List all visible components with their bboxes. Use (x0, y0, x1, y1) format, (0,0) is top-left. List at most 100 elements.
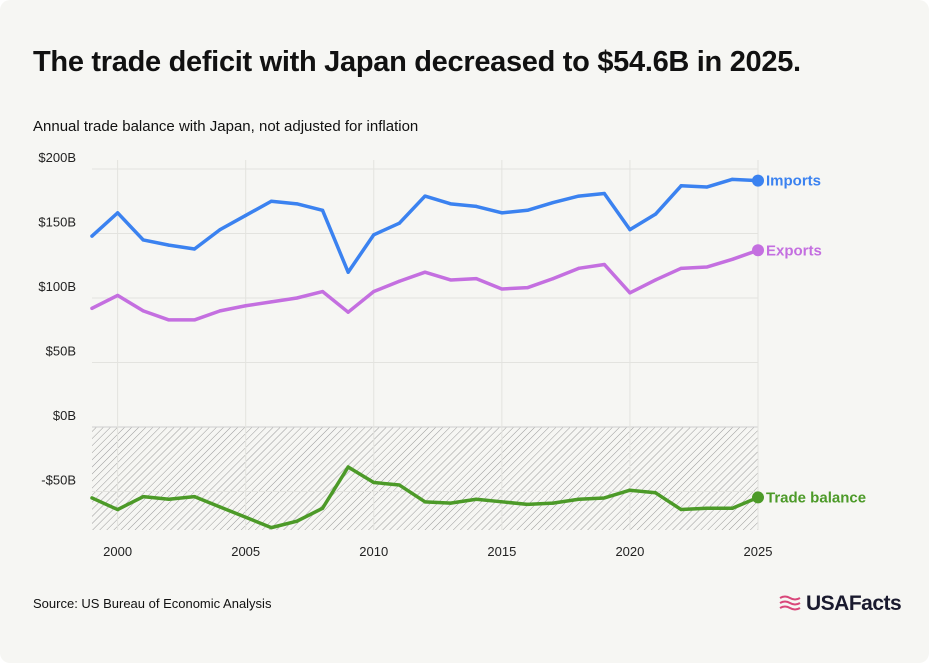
y-tick-label: $50B (46, 344, 76, 359)
data-point (372, 233, 376, 237)
data-point (244, 304, 248, 308)
data-point (525, 208, 530, 212)
data-point (730, 506, 734, 510)
data-point (474, 497, 478, 501)
series-line-imports (90, 177, 760, 274)
series-label: Trade balance (766, 489, 866, 506)
data-point (705, 265, 709, 269)
y-tick-label: $150B (38, 215, 76, 230)
data-point (90, 306, 94, 310)
data-point (423, 270, 427, 274)
data-point (397, 221, 401, 225)
data-point (705, 185, 709, 189)
data-point (602, 191, 606, 196)
data-point (577, 266, 581, 270)
x-tick-label: 2010 (359, 544, 388, 559)
data-point (269, 526, 273, 530)
data-point (320, 506, 325, 510)
data-point (730, 177, 734, 181)
data-point (269, 199, 273, 203)
data-point (320, 289, 325, 294)
data-point (500, 287, 504, 291)
data-point (602, 262, 606, 267)
data-point (628, 291, 632, 295)
series-end-marker (752, 244, 764, 257)
data-point (218, 228, 222, 232)
data-point (218, 505, 222, 509)
data-point (525, 502, 530, 506)
data-point (551, 200, 555, 205)
data-point (90, 234, 94, 238)
y-tick-label: $200B (38, 150, 76, 165)
data-point (628, 228, 632, 232)
data-point (653, 278, 658, 282)
usafacts-logo[interactable]: USAFacts (778, 592, 902, 616)
data-point (500, 211, 504, 215)
y-tick-label: -$50B (41, 473, 76, 488)
y-tick-label: $100B (38, 279, 76, 294)
data-point (320, 208, 325, 212)
data-point (116, 293, 120, 298)
series-label: Imports (766, 173, 821, 190)
data-point (192, 318, 197, 322)
data-point (295, 519, 299, 523)
data-point (449, 501, 453, 505)
data-point (730, 257, 734, 261)
x-tick-label: 2025 (744, 544, 773, 559)
flag-icon (779, 595, 801, 611)
data-point (116, 507, 120, 512)
negative-region-hatch (92, 427, 758, 530)
x-tick-label: 2020 (615, 544, 644, 559)
data-point (525, 286, 530, 290)
data-point (295, 296, 299, 300)
data-point (167, 497, 171, 501)
data-point (141, 495, 145, 499)
data-point (372, 289, 376, 294)
chart-subtitle: Annual trade balance with Japan, not adj… (33, 118, 419, 135)
data-point (628, 488, 632, 492)
data-point (397, 483, 401, 487)
data-point (577, 194, 581, 198)
data-point (423, 500, 427, 504)
data-point (346, 270, 350, 274)
brand-name: USAFacts (806, 592, 902, 615)
data-point (167, 318, 171, 322)
data-point (500, 500, 504, 504)
data-point (679, 184, 683, 188)
data-point (244, 515, 248, 519)
x-tick-label: 2000 (103, 544, 132, 559)
series-end-marker (752, 491, 764, 504)
x-tick-label: 2015 (487, 544, 516, 559)
data-point (551, 277, 555, 281)
x-tick-label: 2005 (231, 544, 260, 559)
data-point (346, 310, 350, 314)
data-point (167, 243, 171, 247)
data-point (474, 204, 478, 209)
data-point (653, 491, 658, 495)
series-line-exports (90, 248, 760, 322)
data-point (653, 212, 658, 216)
data-point (551, 501, 555, 505)
data-point (602, 496, 606, 500)
data-point (474, 277, 478, 281)
data-point (346, 465, 350, 469)
chart-title: The trade deficit with Japan decreased t… (33, 46, 801, 78)
data-point (192, 247, 197, 251)
data-point (192, 495, 197, 499)
data-point (449, 278, 453, 282)
series-end-marker (752, 174, 764, 187)
data-point (577, 497, 581, 501)
data-point (269, 300, 273, 304)
data-point (372, 480, 376, 485)
data-point (141, 309, 145, 313)
data-point (90, 496, 94, 500)
series-label: Exports (766, 242, 822, 259)
data-point (116, 211, 120, 215)
data-point (423, 194, 427, 198)
data-point (679, 507, 683, 512)
source-note: Source: US Bureau of Economic Analysis (33, 596, 272, 611)
data-point (295, 202, 299, 206)
data-point (679, 266, 683, 270)
